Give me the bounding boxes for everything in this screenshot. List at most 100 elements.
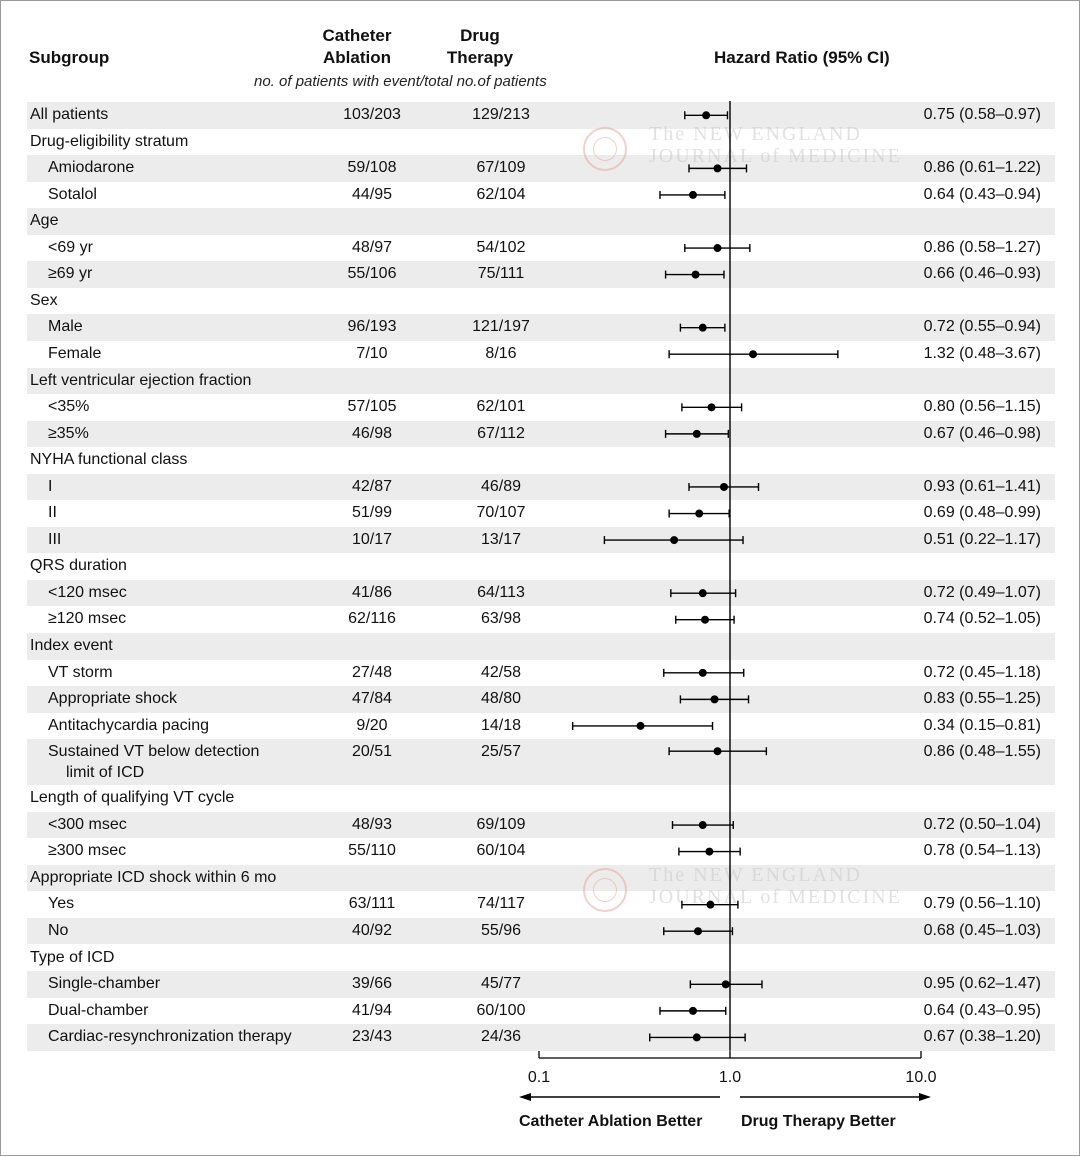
right-arrow-head — [919, 1093, 931, 1101]
hazard-ratio-text: 0.67 (0.46–0.98) — [923, 424, 1041, 442]
ablation-count: 27/48 — [351, 663, 393, 681]
hazard-ratio-point — [713, 164, 722, 173]
table-row: ≥300 msec 55/110 60/104 0.78 (0.54–1.13) — [27, 838, 1055, 865]
table-row: ≥69 yr 55/106 75/111 0.66 (0.46–0.93) — [27, 261, 1055, 288]
hazard-ratio-text: 0.79 (0.56–1.10) — [923, 895, 1041, 913]
hazard-ratio-text: 0.78 (0.54–1.13) — [923, 842, 1041, 860]
table-row: <120 msec 41/86 64/113 0.72 (0.49–1.07) — [27, 579, 1055, 607]
ablation-count: 40/92 — [351, 921, 393, 939]
hazard-ratio-text: 0.74 (0.52–1.05) — [923, 610, 1041, 628]
hazard-ratio-point — [749, 350, 758, 359]
drug-count: 62/104 — [476, 185, 526, 203]
hazard-ratio-text: 0.67 (0.38–1.20) — [923, 1028, 1041, 1046]
ablation-count: 103/203 — [343, 106, 401, 123]
ablation-count: 7/10 — [356, 344, 388, 362]
drug-count: 45/77 — [480, 975, 522, 993]
subgroup-label: Left ventricular ejection fraction — [30, 371, 252, 389]
subgroup-label: ≥35% — [48, 424, 89, 442]
table-row: Dual-chamber 41/94 60/100 0.64 (0.43–0.95) — [27, 998, 1055, 1025]
hazard-ratio-text: 0.75 (0.58–0.97) — [923, 106, 1041, 123]
ablation-count: 47/84 — [351, 690, 393, 708]
table-row: <35% 57/105 62/101 0.80 (0.56–1.15) — [27, 394, 1055, 421]
subgroup-label: All patients — [30, 106, 109, 123]
hazard-ratio-text: 0.72 (0.49–1.07) — [923, 583, 1041, 601]
header-ablation-line2: Ablation — [323, 48, 391, 67]
subgroup-label: Amiodarone — [48, 159, 135, 177]
watermark-line2: JOURNAL of MEDICINE — [649, 145, 902, 167]
hazard-ratio-point — [702, 111, 711, 120]
hazard-ratio-text: 0.83 (0.55–1.25) — [923, 690, 1041, 708]
subgroup-label: Sex — [30, 291, 58, 309]
ablation-count: 55/106 — [347, 265, 397, 283]
subgroup-label: <120 msec — [48, 583, 127, 601]
table-row: <69 yr 48/97 54/102 0.86 (0.58–1.27) — [27, 235, 1055, 262]
hazard-ratio-point — [713, 747, 722, 756]
drug-count: 75/111 — [477, 265, 525, 283]
group-header-row: NYHA functional class — [27, 447, 1055, 474]
hazard-ratio-point — [691, 270, 700, 279]
table-row: <300 msec 48/93 69/109 0.72 (0.50–1.04) — [27, 811, 1055, 839]
header-ablation-line1: Catheter — [322, 26, 392, 45]
header-drug-line2: Therapy — [446, 48, 514, 67]
subgroup-label: Female — [48, 344, 102, 362]
watermark-line1: The NEW ENGLAND — [649, 864, 862, 886]
group-header-row: Age — [27, 208, 1055, 235]
subgroup-label: II — [48, 504, 57, 522]
left-arrow-head — [519, 1093, 531, 1101]
drug-count: 42/58 — [480, 663, 522, 681]
watermark-line1: The NEW ENGLAND — [649, 123, 862, 145]
hazard-ratio-point — [705, 847, 714, 856]
hazard-ratio-point — [706, 900, 715, 909]
drug-count: 48/80 — [480, 690, 522, 708]
ablation-count: 62/116 — [348, 610, 396, 628]
drug-count: 67/109 — [476, 159, 526, 177]
ablation-count: 57/105 — [347, 398, 397, 416]
drug-count: 13/17 — [480, 530, 522, 548]
drug-count: 25/57 — [480, 743, 522, 761]
right-better-label: Drug Therapy Better — [741, 1113, 896, 1130]
hazard-ratio-text: 0.34 (0.15–0.81) — [923, 716, 1041, 734]
group-header-row: Index event — [27, 633, 1055, 660]
hazard-ratio-text: 0.64 (0.43–0.94) — [923, 185, 1041, 203]
drug-count: 54/102 — [476, 238, 526, 256]
hazard-ratio-point — [636, 721, 645, 730]
group-header-row: Drug-eligibility stratum — [27, 129, 1055, 156]
subgroup-label: ≥69 yr — [48, 265, 93, 283]
table-row: Yes 63/111 74/117 0.79 (0.56–1.10) — [27, 891, 1055, 918]
drug-count: 64/113 — [477, 583, 525, 601]
subgroup-label: Length of qualifying VT cycle — [30, 789, 235, 807]
drug-count: 46/89 — [480, 477, 522, 495]
table-row: Male 96/193 121/197 0.72 (0.55–0.94) — [27, 314, 1055, 341]
hazard-ratio-point — [692, 429, 701, 438]
group-header-row: Appropriate ICD shock within 6 mo — [27, 864, 1055, 892]
drug-count: 14/18 — [480, 716, 522, 734]
table-row: I 42/87 46/89 0.93 (0.61–1.41) — [27, 473, 1055, 501]
ablation-count: 46/98 — [351, 424, 393, 442]
header-hazard-ratio: Hazard Ratio (95% CI) — [714, 48, 890, 67]
subgroup-label: No — [48, 921, 69, 939]
subgroup-label: <300 msec — [48, 815, 127, 833]
hazard-ratio-text: 0.72 (0.45–1.18) — [923, 663, 1041, 681]
ablation-count: 41/94 — [351, 1001, 393, 1019]
ablation-count: 44/95 — [351, 185, 393, 203]
subgroup-label: Single-chamber — [48, 975, 161, 993]
hazard-ratio-text: 0.72 (0.55–0.94) — [923, 318, 1041, 336]
hazard-ratio-text: 0.68 (0.45–1.03) — [923, 921, 1041, 939]
drug-count: 69/109 — [476, 815, 526, 833]
subgroup-label: Appropriate shock — [48, 690, 177, 708]
table-row: Single-chamber 39/66 45/77 0.95 (0.62–1.47) — [27, 971, 1055, 998]
journal-seal-icon — [583, 127, 627, 171]
subgroup-label: Sotalol — [48, 185, 97, 203]
drug-count: 129/213 — [472, 106, 530, 123]
subgroup-label: Drug-eligibility stratum — [30, 132, 189, 150]
hazard-ratio-text: 1.32 (0.48–3.67) — [923, 344, 1041, 362]
ablation-count: 23/43 — [351, 1028, 393, 1046]
header-drug-line1: Drug — [460, 26, 500, 45]
journal-seal-icon — [583, 868, 627, 912]
x-tick-label: 10.0 — [905, 1069, 936, 1086]
ablation-count: 48/97 — [351, 238, 393, 256]
table-row: No 40/92 55/96 0.68 (0.45–1.03) — [27, 917, 1055, 945]
subgroup-label: Appropriate ICD shock within 6 mo — [30, 868, 277, 886]
subgroup-label: QRS duration — [30, 557, 127, 575]
